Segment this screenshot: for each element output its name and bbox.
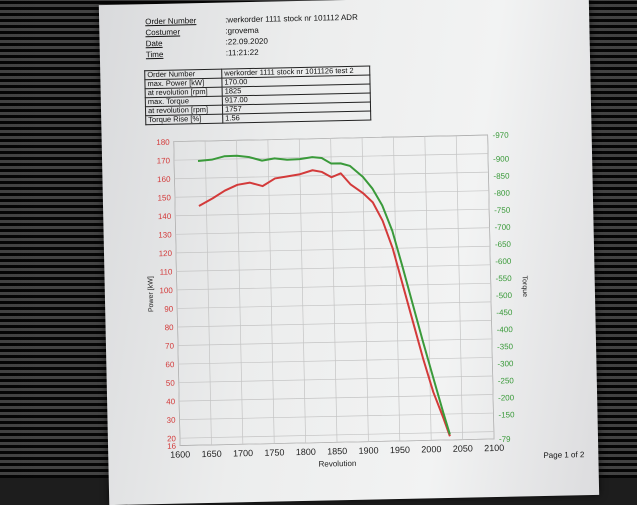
grid-line-vertical [330, 138, 338, 443]
y-left-tick-label: 160 [157, 175, 171, 184]
y-right-tick-label: -450 [496, 308, 513, 317]
dyno-chart: 1600 1650 1700 1750 1800 1850 1900 1950 2000 2050… [148, 131, 529, 469]
x-tick-label: 1900 [358, 445, 378, 455]
grid-line-vertical [455, 135, 463, 440]
y-right-tick-label: -750 [494, 206, 511, 215]
x-tick-label: 1950 [390, 445, 410, 455]
y-left-axis-label: Power [kW] [148, 276, 156, 312]
y-right-tick-label: -500 [496, 291, 513, 300]
y-right-tick-label: -650 [495, 240, 512, 249]
grid-line-vertical [424, 136, 432, 441]
y-right-tick-label: -700 [494, 223, 511, 232]
grid-line-horizontal [176, 282, 491, 291]
y-right-tick-label: -300 [497, 359, 514, 368]
grid-line-horizontal [173, 134, 488, 142]
grid-line-vertical [173, 141, 181, 446]
page-footer: Page 1 of 2 [543, 450, 585, 460]
grid-line-vertical [204, 140, 212, 445]
y-right-tick-label: -850 [493, 172, 510, 181]
y-left-tick-label: 50 [166, 379, 176, 388]
grid-line-horizontal [174, 171, 489, 180]
x-tick-label: 1750 [264, 447, 284, 457]
y-left-tick-label: 30 [167, 416, 177, 425]
x-tick-label: 2050 [453, 443, 473, 453]
grid-line-horizontal [177, 320, 492, 328]
y-left-tick-label: 60 [165, 360, 175, 369]
y-right-tick-label: -400 [497, 325, 514, 334]
grid-line-vertical [361, 137, 369, 442]
grid-line-horizontal [179, 394, 494, 402]
grid-line-horizontal [180, 438, 494, 446]
y-right-tick-label: -800 [494, 189, 511, 198]
y-left-tick-label: 180 [156, 138, 170, 147]
x-tick-label: 1850 [327, 446, 347, 456]
grid-line-horizontal [176, 264, 491, 272]
power-curve [198, 169, 451, 437]
grid-line-horizontal [178, 375, 493, 383]
grid-line-horizontal [179, 431, 494, 439]
x-tick-label: 1600 [170, 449, 190, 459]
y-left-tick-label: 70 [165, 342, 175, 351]
grid-line-horizontal [174, 153, 489, 161]
y-right-tick-label: -200 [498, 393, 515, 402]
grid-line-vertical [267, 139, 275, 444]
x-tick-label: 2000 [421, 444, 441, 454]
y-left-tick-label: 16 [167, 442, 177, 451]
x-tick-label: 1800 [296, 447, 316, 457]
grid-line-horizontal [176, 245, 490, 254]
y-left-tick-label: 40 [166, 397, 176, 406]
x-tick-label: 2100 [484, 443, 504, 453]
y-left-tick-label: 150 [157, 193, 171, 202]
grid-line-horizontal [175, 208, 490, 217]
y-left-tick-label: 120 [159, 249, 173, 258]
grid-line-vertical [393, 137, 401, 441]
y-right-tick-label: -79 [499, 435, 511, 444]
grid-line-vertical [298, 139, 306, 443]
y-left-tick-label: 170 [157, 156, 171, 165]
y-left-tick-label: 20 [167, 434, 177, 443]
y-left-tick-label: 90 [164, 305, 174, 314]
grid-line-horizontal [175, 227, 490, 235]
grid-line-vertical [487, 135, 495, 440]
y-right-tick-label: -550 [496, 274, 513, 283]
x-axis-label: Revolution [318, 459, 356, 469]
x-tick-label: 1650 [202, 449, 222, 459]
y-right-tick-label: -970 [493, 131, 510, 140]
y-left-tick-label: 110 [160, 267, 173, 276]
torque-curve [197, 154, 451, 435]
grid-line-vertical [236, 140, 244, 445]
y-right-tick-label: -250 [498, 376, 515, 385]
paper-sheet: Order Number :werkorder 1111 stock nr 10… [98, 0, 600, 505]
grid-line-horizontal [178, 357, 493, 365]
y-left-tick-label: 100 [159, 286, 173, 295]
x-tick-label: 1700 [233, 448, 253, 458]
y-right-axis-label: Torque [521, 276, 528, 298]
y-right-tick-label: -350 [497, 342, 514, 351]
y-left-tick-label: 80 [165, 323, 175, 332]
y-right-tick-label: -600 [495, 257, 512, 266]
y-right-tick-label: -900 [493, 154, 510, 163]
y-left-tick-label: 140 [158, 212, 172, 221]
grid-line-horizontal [177, 301, 492, 309]
y-left-tick-label: 130 [158, 230, 172, 239]
grid-line-horizontal [174, 190, 489, 198]
y-right-tick-label: -150 [498, 410, 515, 419]
grid-line-horizontal [177, 338, 492, 346]
